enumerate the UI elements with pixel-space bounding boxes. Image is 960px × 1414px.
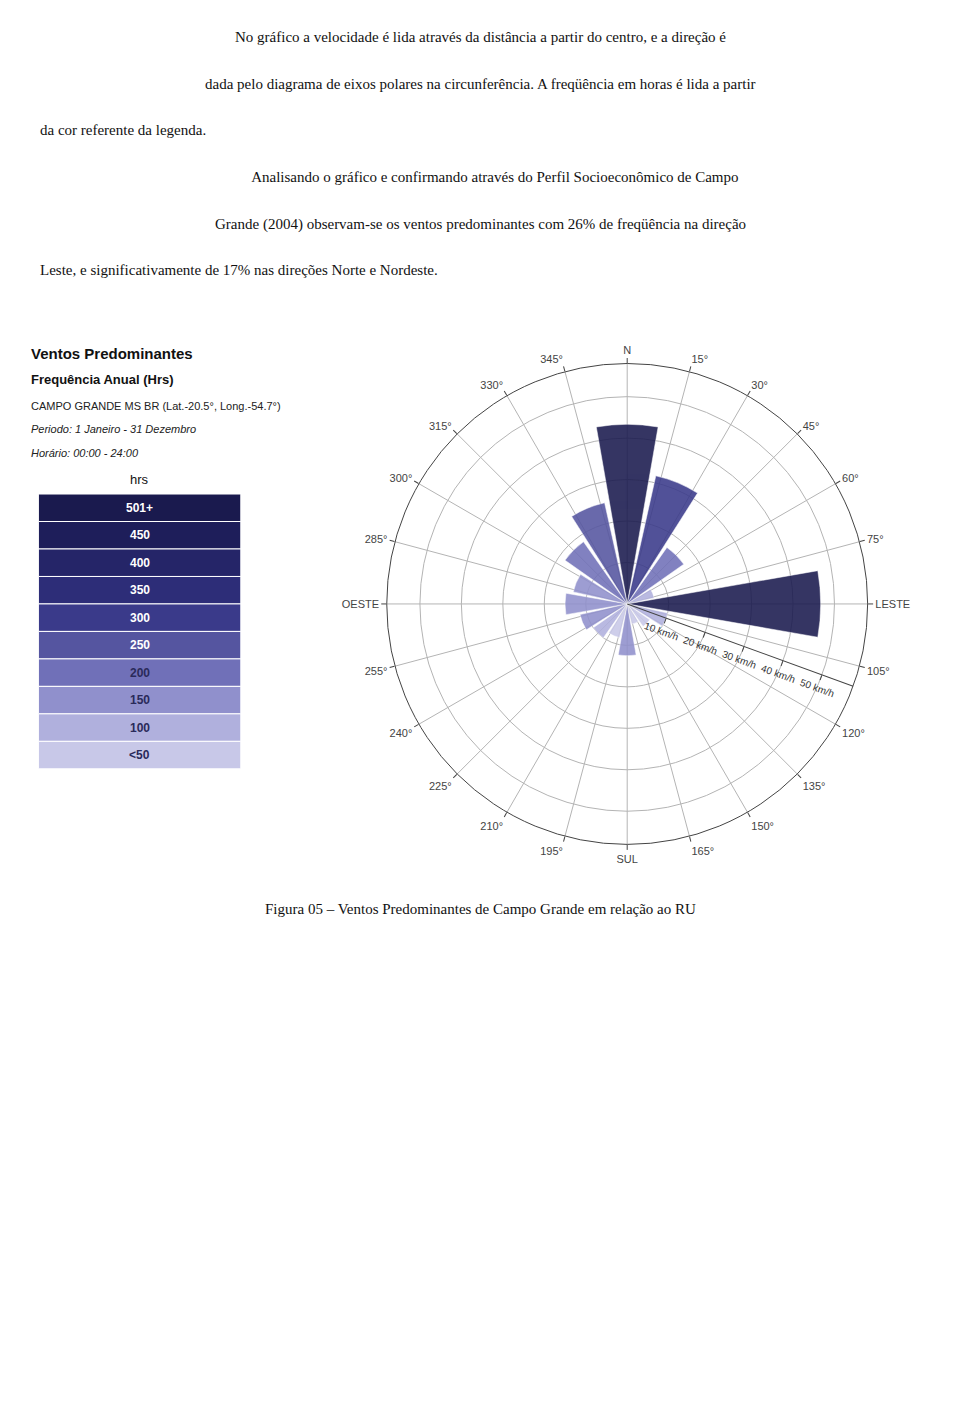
svg-text:150: 150	[130, 693, 150, 707]
svg-text:No gráfico a velocidade é lida: No gráfico a velocidade é lida através d…	[235, 29, 726, 45]
svg-text:SUL: SUL	[616, 853, 637, 865]
svg-text:50 km/h: 50 km/h	[799, 677, 836, 700]
svg-text:Analisando o gráfico e confirm: Analisando o gráfico e confirmando atrav…	[222, 169, 739, 185]
svg-text:OESTE: OESTE	[342, 598, 379, 610]
svg-text:450: 450	[130, 528, 150, 542]
svg-text:120°: 120°	[842, 727, 865, 739]
svg-text:165°: 165°	[691, 845, 714, 857]
svg-text:225°: 225°	[429, 780, 452, 792]
svg-text:Figura 05 – Ventos Predominant: Figura 05 – Ventos Predominantes de Camp…	[265, 901, 696, 917]
svg-text:345°: 345°	[540, 353, 563, 365]
svg-text:315°: 315°	[429, 420, 452, 432]
svg-text:15°: 15°	[691, 353, 708, 365]
svg-text:LESTE: LESTE	[875, 598, 910, 610]
svg-text:<50: <50	[129, 748, 150, 762]
svg-text:30 km/h: 30 km/h	[721, 648, 758, 671]
svg-text:N: N	[623, 344, 631, 356]
svg-text:Periodo: 1 Janeiro - 31 Dezemb: Periodo: 1 Janeiro - 31 Dezembro	[31, 423, 196, 435]
svg-text:100: 100	[130, 721, 150, 735]
svg-text:Leste, e significativamente de: Leste, e significativamente de 17% nas d…	[40, 262, 438, 278]
svg-text:60°: 60°	[842, 472, 859, 484]
svg-text:105°: 105°	[867, 665, 890, 677]
svg-text:250: 250	[130, 638, 150, 652]
svg-text:Horário: 00:00 - 24:00: Horário: 00:00 - 24:00	[31, 447, 139, 459]
svg-text:da cor referente da legenda.: da cor referente da legenda.	[40, 122, 206, 138]
svg-text:330°: 330°	[480, 379, 503, 391]
svg-text:200: 200	[130, 666, 150, 680]
svg-text:75°: 75°	[867, 533, 884, 545]
svg-text:255°: 255°	[365, 665, 388, 677]
svg-text:240°: 240°	[390, 727, 413, 739]
svg-text:150°: 150°	[751, 820, 774, 832]
svg-text:Grande (2004) observam-se os v: Grande (2004) observam-se os ventos pred…	[215, 216, 746, 233]
svg-text:350: 350	[130, 583, 150, 597]
svg-text:45°: 45°	[803, 420, 820, 432]
svg-text:300: 300	[130, 611, 150, 625]
svg-text:Frequência Anual (Hrs): Frequência Anual (Hrs)	[31, 372, 174, 387]
svg-text:135°: 135°	[803, 780, 826, 792]
svg-text:hrs: hrs	[130, 472, 149, 487]
svg-text:30°: 30°	[751, 379, 768, 391]
svg-text:CAMPO GRANDE MS BR (Lat.-20.5°: CAMPO GRANDE MS BR (Lat.-20.5°, Long.-54…	[31, 400, 281, 412]
svg-text:210°: 210°	[480, 820, 503, 832]
svg-text:285°: 285°	[365, 533, 388, 545]
svg-text:501+: 501+	[126, 501, 153, 515]
svg-text:300°: 300°	[390, 472, 413, 484]
svg-text:dada pelo diagrama de eixos po: dada pelo diagrama de eixos polares na c…	[205, 76, 756, 92]
svg-text:40 km/h: 40 km/h	[760, 663, 797, 686]
svg-text:400: 400	[130, 556, 150, 570]
svg-text:195°: 195°	[540, 845, 563, 857]
svg-text:20 km/h: 20 km/h	[682, 634, 719, 657]
svg-text:Ventos Predominantes: Ventos Predominantes	[31, 345, 193, 362]
svg-text:10 km/h: 10 km/h	[643, 620, 680, 643]
